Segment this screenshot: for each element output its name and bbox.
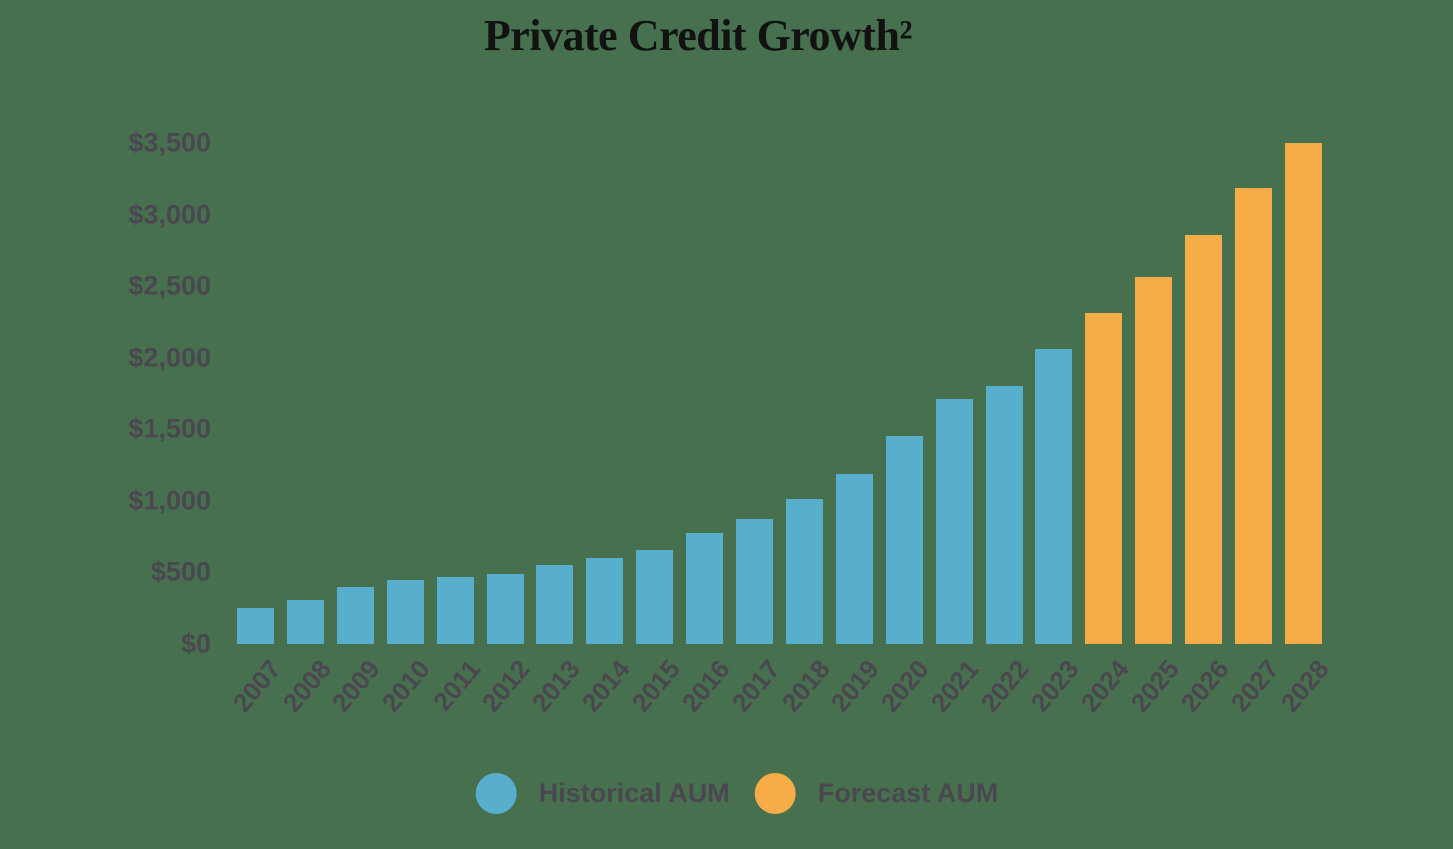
y-tick-label-0: $0 [180, 628, 211, 659]
y-tick-label-3000: $3,000 [128, 199, 211, 230]
y-tick-label-500: $500 [150, 556, 211, 587]
legend-item-forecast: Forecast AUM [754, 772, 999, 814]
bar-2009 [336, 587, 374, 644]
bar-2025 [1135, 276, 1173, 644]
bar-2014 [586, 558, 624, 644]
bar-2020 [885, 436, 923, 644]
y-tick-label-1500: $1,500 [128, 413, 211, 444]
bar-2018 [785, 498, 823, 644]
bar-2026 [1185, 234, 1223, 644]
chart-title: Private Credit Growth² [483, 11, 913, 60]
bar-2015 [636, 549, 674, 644]
bar-2022 [985, 386, 1023, 644]
bar-2012 [486, 573, 524, 644]
y-tick-label-2500: $2,500 [128, 270, 211, 301]
bar-2024 [1085, 313, 1123, 644]
bar-2028 [1284, 143, 1322, 644]
historical-aum-swatch-icon [475, 772, 517, 814]
legend-label-forecast: Forecast AUM [817, 777, 999, 808]
legend-label-historical: Historical AUM [538, 777, 730, 808]
bar-2016 [686, 533, 724, 644]
bar-2017 [736, 518, 773, 644]
bar-2019 [835, 474, 873, 644]
bar-2021 [935, 398, 973, 644]
bar-2027 [1235, 188, 1272, 644]
bar-2013 [536, 565, 574, 644]
legend-item-historical: Historical AUM [475, 772, 730, 814]
bar-2007 [237, 608, 274, 644]
y-tick-label-2000: $2,000 [128, 342, 211, 373]
legend: Historical AUM Forecast AUM [475, 772, 999, 814]
bar-2008 [286, 600, 324, 644]
y-tick-label-1000: $1,000 [128, 485, 211, 516]
bar-2011 [436, 577, 474, 644]
bar-2010 [386, 579, 424, 644]
bar-2023 [1035, 349, 1073, 644]
y-tick-label-3500: $3,500 [128, 127, 211, 158]
forecast-aum-swatch-icon [754, 772, 796, 814]
